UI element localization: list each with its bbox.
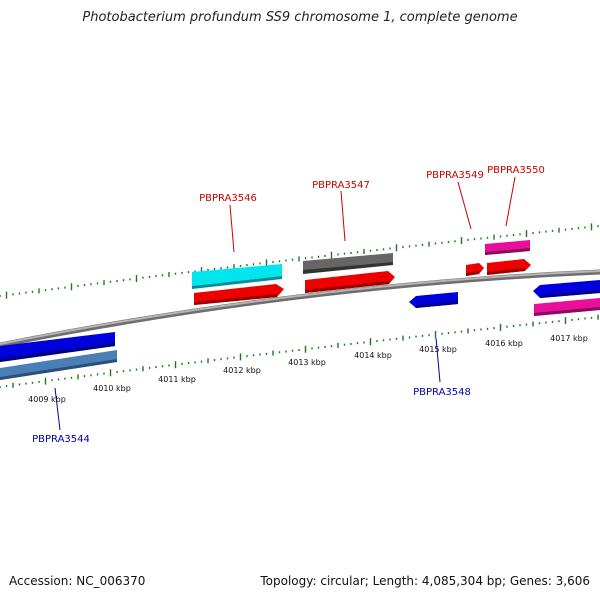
feature-blue-4017[interactable] xyxy=(533,280,600,298)
gene-label-pbpra3546[interactable]: PBPRA3546 xyxy=(199,193,257,204)
feature-pbpra3546[interactable] xyxy=(194,284,284,305)
scale-label: 4010 kbp xyxy=(93,384,131,393)
map-title: Photobacterium profundum SS9 chromosome … xyxy=(82,10,518,25)
gene-label-pbpra3547[interactable]: PBPRA3547 xyxy=(312,180,370,191)
feature-cyan[interactable] xyxy=(192,264,282,289)
gene-label-pbpra3550[interactable]: PBPRA3550 xyxy=(487,165,545,176)
scale-label: 4009 kbp xyxy=(28,395,66,404)
gene-label-pbpra3548[interactable]: PBPRA3548 xyxy=(413,387,471,398)
gene-label-pbpra3544[interactable]: PBPRA3544 xyxy=(32,434,90,445)
scale-label: 4017 kbp xyxy=(550,334,588,343)
label-leaders xyxy=(54,176,516,431)
scale-label: 4011 kbp xyxy=(158,375,196,384)
accession-label: Accession: NC_006370 xyxy=(9,574,146,588)
gene-features xyxy=(0,240,600,380)
feature-gray[interactable] xyxy=(303,253,393,274)
forward-tick-track xyxy=(0,223,599,299)
feature-pbpra3544[interactable] xyxy=(0,332,115,362)
scale-label: 4015 kbp xyxy=(419,345,457,354)
scale-labels: 4009 kbp 4010 kbp 4011 kbp 4012 kbp 4013… xyxy=(28,334,588,404)
gene-labels: PBPRA3546 PBPRA3547 PBPRA3549 PBPRA3550 … xyxy=(32,165,545,445)
feature-magenta-4017[interactable] xyxy=(534,298,600,316)
scale-label: 4012 kbp xyxy=(223,366,261,375)
feature-steelblue[interactable] xyxy=(0,350,117,380)
feature-red-4016[interactable] xyxy=(487,259,531,275)
genome-summary: Topology: circular; Length: 4,085,304 bp… xyxy=(260,574,590,588)
scale-label: 4014 kbp xyxy=(354,351,392,360)
genome-backbone xyxy=(0,269,600,348)
feature-pbpra3549[interactable] xyxy=(466,263,484,276)
feature-pbpra3547[interactable] xyxy=(305,271,395,293)
scale-label: 4016 kbp xyxy=(485,339,523,348)
feature-pbpra3548[interactable] xyxy=(409,292,458,308)
reverse-tick-track xyxy=(0,314,599,388)
gene-label-pbpra3549[interactable]: PBPRA3549 xyxy=(426,170,484,181)
scale-label: 4013 kbp xyxy=(288,358,326,367)
feature-pbpra3550[interactable] xyxy=(485,240,530,255)
